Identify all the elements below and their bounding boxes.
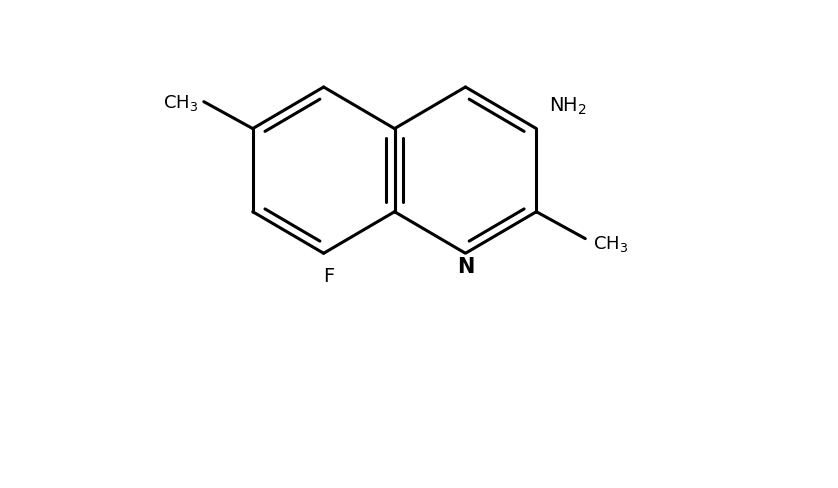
Text: CH$_3$: CH$_3$ [163, 93, 198, 112]
Text: F: F [323, 266, 334, 285]
Text: N: N [457, 256, 474, 276]
Text: CH$_3$: CH$_3$ [592, 234, 628, 254]
Text: NH$_2$: NH$_2$ [549, 96, 587, 117]
